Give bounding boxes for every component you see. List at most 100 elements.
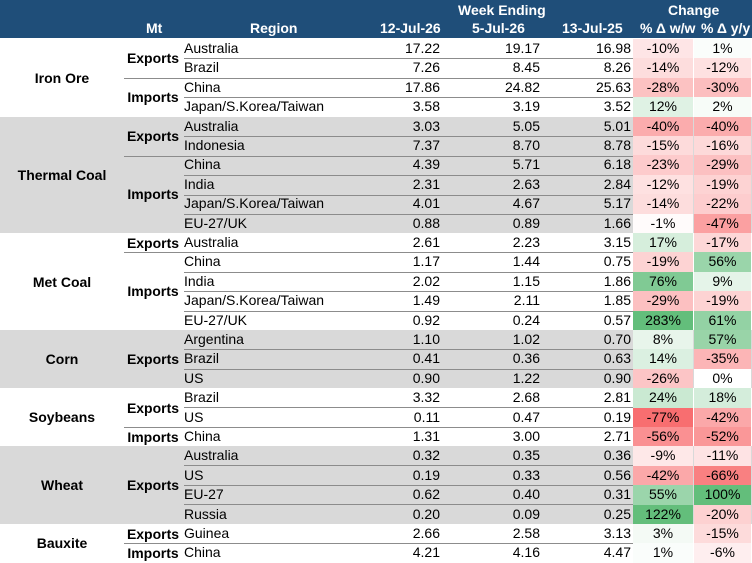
flow-divider — [124, 543, 633, 544]
value-12-jul-26: 4.01 — [412, 195, 440, 212]
header-mt: Mt — [146, 20, 163, 36]
commodity-name: Bauxite — [36, 535, 88, 552]
change-yy-cell: -17% — [694, 233, 751, 253]
value-12-jul-26: 2.61 — [412, 234, 440, 250]
value-13-jul-25: 5.01 — [603, 117, 631, 134]
change-yy-cell: 18% — [694, 388, 751, 408]
table-row: China 17.86 24.82 25.63 -28% -30% — [0, 77, 752, 98]
row-divider — [184, 407, 633, 409]
value-5-jul-26: 19.17 — [504, 40, 540, 56]
row-divider — [184, 291, 633, 292]
value-12-jul-26: 1.17 — [412, 253, 440, 270]
table-row: Russia 0.20 0.09 0.25 122% -20% — [0, 504, 752, 524]
row-divider — [184, 504, 633, 506]
header-col-12-jul-26: 12-Jul-26 — [380, 20, 441, 36]
change-yy-cell: 61% — [694, 310, 751, 330]
value-5-jul-26: 2.58 — [512, 525, 540, 541]
change-yy-cell: -22% — [694, 194, 751, 214]
change-yy-cell: -15% — [694, 524, 751, 544]
commodity-group: Met Coal Exports Australia 2.61 2.23 3.15 17% -… — [0, 233, 752, 330]
change-yy-cell: -19% — [694, 291, 751, 311]
value-5-jul-26: 0.47 — [512, 408, 540, 425]
table-row: China 1.17 1.44 0.75 -19% 56% — [0, 252, 752, 272]
change-yy-cell: -6% — [694, 543, 751, 563]
value-13-jul-25: 8.78 — [603, 136, 631, 153]
region-cell: Brazil — [184, 350, 220, 367]
value-5-jul-26: 2.23 — [512, 234, 540, 250]
value-5-jul-26: 4.67 — [512, 195, 540, 212]
change-ww-cell: -77% — [633, 407, 693, 427]
value-13-jul-25: 8.26 — [603, 59, 631, 76]
row-divider — [184, 369, 633, 370]
change-ww-cell: 3% — [633, 524, 693, 544]
change-ww-cell: 1% — [633, 543, 693, 563]
value-13-jul-25: 0.56 — [603, 466, 631, 483]
region-cell: EU-27/UK — [184, 214, 248, 231]
table-row: Australia 2.61 2.23 3.15 17% -17% — [0, 233, 752, 253]
commodity-name: Soybeans — [28, 409, 96, 426]
region-cell: Australia — [184, 40, 239, 56]
row-divider — [184, 349, 633, 350]
value-5-jul-26: 4.16 — [512, 544, 540, 561]
table-row: EU-27/UK 0.92 0.24 0.57 283% 61% — [0, 310, 752, 330]
value-5-jul-26: 0.40 — [512, 486, 540, 503]
region-cell: US — [184, 369, 204, 386]
table-header: Week Ending Change Mt Region 12-Jul-26 5… — [0, 0, 752, 38]
flow-divider — [124, 252, 633, 253]
table-row: Australia 3.03 5.05 5.01 -40% -40% — [0, 116, 752, 136]
change-yy-cell: -66% — [694, 465, 751, 486]
commodity-group: Thermal Coal Exports Australia 3.03 5.05 5.01… — [0, 116, 752, 233]
table-row: EU-27 0.62 0.40 0.31 55% 100% — [0, 485, 752, 505]
value-5-jul-26: 1.44 — [512, 253, 540, 270]
header-week-ending: Week Ending — [458, 2, 546, 18]
row-divider — [184, 485, 633, 487]
commodity-name: Iron Ore — [34, 69, 90, 86]
change-ww-cell: -14% — [633, 58, 693, 78]
value-13-jul-25: 0.31 — [603, 486, 631, 503]
value-5-jul-26: 2.68 — [512, 389, 540, 406]
region-cell: Russia — [184, 505, 227, 522]
value-12-jul-26: 1.49 — [412, 292, 440, 309]
value-12-jul-26: 4.39 — [412, 156, 440, 173]
commodity-group: Iron Ore Exports Australia 17.22 19.17 16.98-… — [0, 39, 752, 117]
value-13-jul-25: 5.17 — [603, 195, 631, 212]
value-12-jul-26: 2.31 — [412, 175, 440, 192]
flow-label: Exports — [126, 525, 180, 542]
table-row: Argentina 1.10 1.02 0.70 8% 57% — [0, 330, 752, 350]
table-row: EU-27/UK 0.88 0.89 1.66 -1% -47% — [0, 213, 752, 233]
change-yy-cell: 0% — [694, 368, 751, 389]
value-13-jul-25: 3.13 — [603, 525, 631, 541]
region-cell: China — [184, 156, 221, 173]
change-yy-cell: -12% — [694, 58, 751, 78]
change-ww-cell: -28% — [633, 77, 693, 98]
table-row: Brazil 7.26 8.45 8.26 -14% -12% — [0, 58, 752, 78]
change-yy-cell: -29% — [694, 155, 751, 175]
region-cell: India — [184, 175, 215, 192]
value-12-jul-26: 0.90 — [412, 369, 440, 386]
change-ww-cell: 24% — [633, 388, 693, 408]
value-12-jul-26: 0.92 — [412, 311, 440, 328]
header-col-13-jul-25: 13-Jul-25 — [562, 20, 623, 36]
flow-label: Exports — [126, 50, 180, 67]
table-row: India 2.31 2.63 2.84 -12% -19% — [0, 174, 752, 195]
table-row: Australia 17.22 19.17 16.98 -10% 1% — [0, 39, 752, 59]
change-ww-cell: 14% — [633, 349, 693, 369]
header-change: Change — [668, 2, 720, 18]
change-yy-cell: 100% — [694, 485, 751, 505]
region-cell: China — [184, 253, 221, 270]
region-cell: Guinea — [184, 525, 230, 541]
value-5-jul-26: 3.19 — [512, 98, 540, 115]
value-5-jul-26: 24.82 — [504, 78, 540, 95]
change-yy-cell: -20% — [694, 504, 751, 524]
header-pct-yy: % Δ y/y — [701, 20, 751, 36]
change-ww-cell: -15% — [633, 135, 693, 156]
table-row: Japan/S.Korea/Taiwan 4.01 4.67 5.17 -14% -22% — [0, 194, 752, 214]
value-13-jul-25: 25.63 — [595, 78, 631, 95]
region-cell: Indonesia — [184, 136, 245, 153]
value-13-jul-25: 0.75 — [603, 253, 631, 270]
table-row: Japan/S.Korea/Taiwan 3.58 3.19 3.52 12% 2% — [0, 97, 752, 117]
value-5-jul-26: 0.09 — [512, 505, 540, 522]
change-yy-cell: -42% — [694, 407, 751, 427]
value-5-jul-26: 0.35 — [512, 447, 540, 464]
row-divider — [184, 272, 633, 273]
